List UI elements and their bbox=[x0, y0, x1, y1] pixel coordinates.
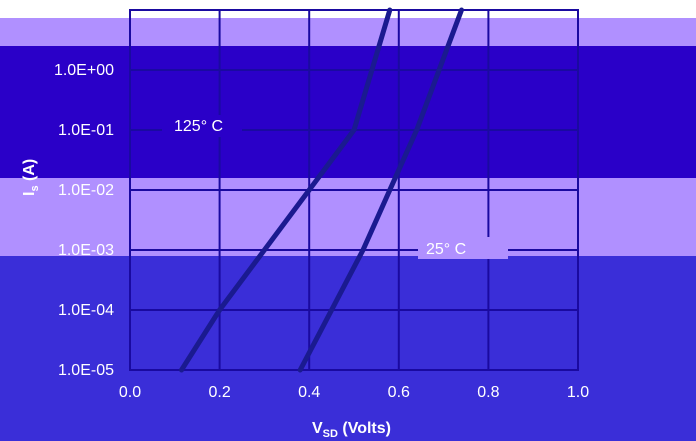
x-tick-label: 0.6 bbox=[388, 384, 410, 401]
curves bbox=[179, 7, 464, 373]
y-tick-labels: 1.0E+01 1.0E+00 1.0E-01 1.0E-02 1.0E-03 1.0E-… bbox=[54, 2, 114, 379]
y-axis-title-sub: s bbox=[29, 185, 41, 191]
y-tick-label: 1.0E+01 bbox=[54, 2, 114, 19]
y-tick-label: 1.0E-02 bbox=[58, 182, 114, 199]
x-tick-label: 0.4 bbox=[298, 384, 320, 401]
band-dark-2 bbox=[0, 256, 696, 441]
y-tick-label: 1.0E-04 bbox=[58, 302, 114, 319]
annotation-125c: 125° C bbox=[174, 118, 223, 135]
x-axis-title-sub: SD bbox=[323, 428, 338, 440]
x-axis-title-main: V bbox=[312, 420, 323, 437]
x-axis-title: VSD (Volts) bbox=[312, 420, 391, 440]
y-tick-label: 1.0E+00 bbox=[54, 62, 114, 79]
series-line-125c bbox=[179, 7, 393, 373]
y-tick-label: 1.0E-01 bbox=[58, 122, 114, 139]
x-tick-label: 0.8 bbox=[477, 384, 499, 401]
x-axis-title-rest: (Volts) bbox=[338, 420, 391, 437]
series-line-25c bbox=[297, 7, 464, 373]
annotation-25c: 25° C bbox=[426, 241, 466, 258]
band-light-1 bbox=[0, 18, 696, 46]
annotation-25-bg bbox=[418, 237, 508, 259]
annotation-125-bg bbox=[162, 115, 242, 137]
y-axis-title-rest: (A) bbox=[21, 159, 38, 186]
band-dark-1 bbox=[0, 46, 696, 178]
x-tick-label: 0.0 bbox=[119, 384, 141, 401]
y-axis-title: Is (A) bbox=[21, 159, 41, 196]
y-axis-title-main: I bbox=[21, 192, 38, 196]
x-tick-label: 0.2 bbox=[208, 384, 230, 401]
y-tick-label: 1.0E-05 bbox=[58, 362, 114, 379]
x-tick-labels: 0.0 0.2 0.4 0.6 0.8 1.0 bbox=[119, 384, 589, 401]
x-tick-label: 1.0 bbox=[567, 384, 589, 401]
y-tick-label: 1.0E-03 bbox=[58, 242, 114, 259]
